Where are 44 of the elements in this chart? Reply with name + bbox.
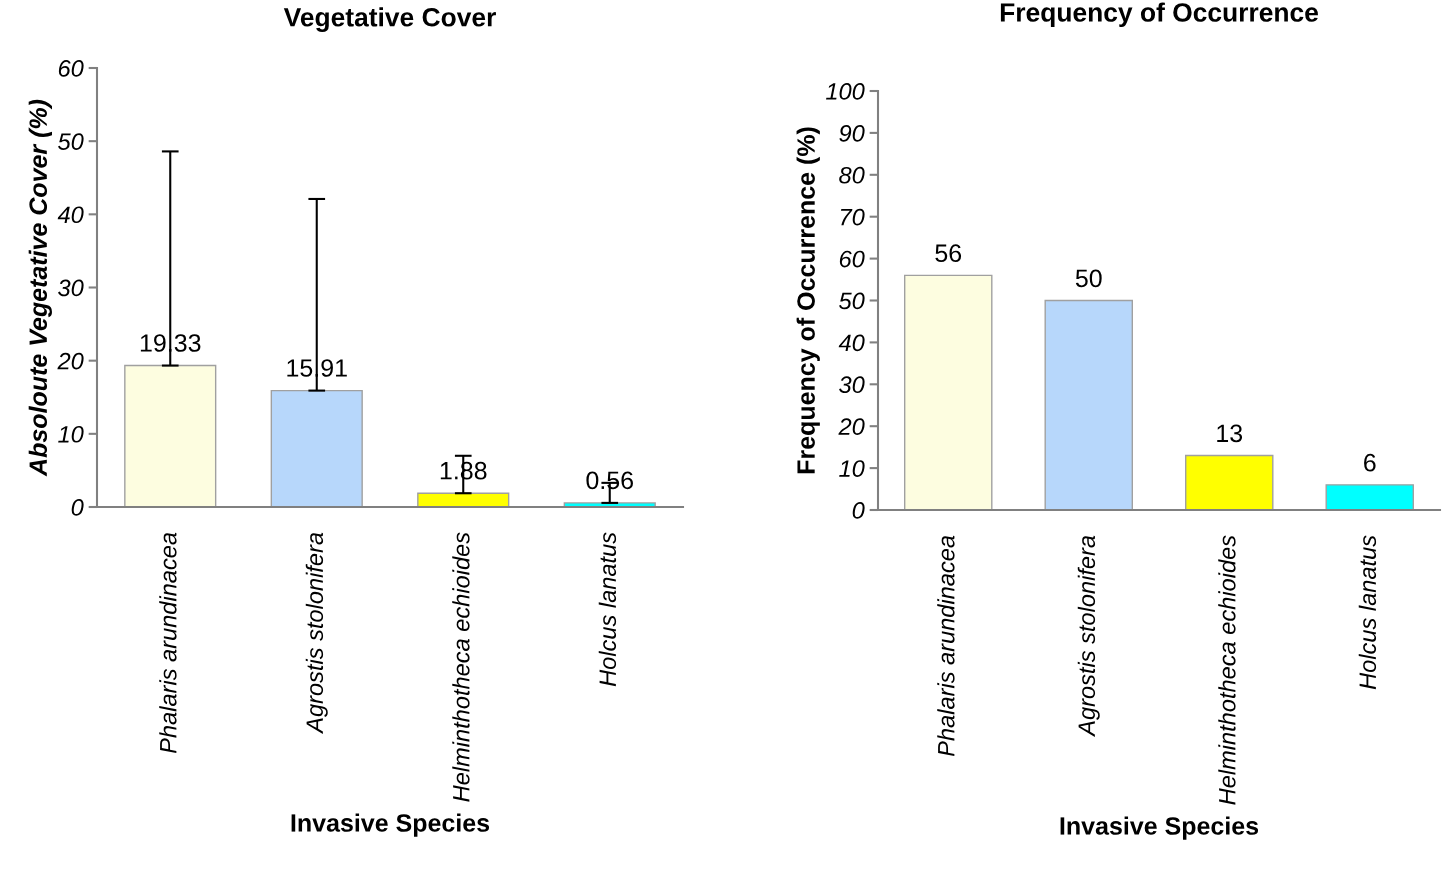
y-tick-label: 70 bbox=[840, 208, 865, 226]
data-label: 0.56 bbox=[586, 471, 633, 490]
x-axis-title: Invasive Species bbox=[1060, 816, 1259, 840]
data-label: 13 bbox=[1217, 424, 1243, 443]
data-label: 6 bbox=[1364, 453, 1376, 472]
y-tick-label: 0 bbox=[71, 499, 84, 516]
x-tick-label: Holcus lanatus bbox=[598, 532, 617, 687]
chart-title: Vegetative Cover bbox=[283, 7, 496, 32]
bar bbox=[124, 364, 217, 507]
y-axis-title: Absoloute Vegetative Cover (%) bbox=[28, 99, 52, 477]
x-tick-label: Helminthotheca echioides bbox=[452, 532, 470, 802]
x-tick-label: Phalaris arundinacea bbox=[937, 535, 955, 757]
y-tick-label: 40 bbox=[57, 206, 84, 224]
y-tick-label: 0 bbox=[852, 502, 865, 519]
y-tick-label: 50 bbox=[58, 133, 84, 150]
data-label: 56 bbox=[935, 244, 962, 263]
y-tick-label: 30 bbox=[839, 376, 865, 394]
y-tick-label: 80 bbox=[839, 166, 865, 184]
bar bbox=[904, 274, 993, 510]
bar bbox=[1185, 454, 1274, 510]
x-tick-label: Helminthotheca echioides bbox=[1218, 535, 1236, 805]
y-tick-label: 60 bbox=[839, 250, 865, 268]
bar bbox=[417, 492, 510, 507]
y-tick-label: 20 bbox=[57, 352, 84, 370]
y-tick-label: 30 bbox=[58, 279, 84, 297]
x-tick-label: Phalaris arundinacea bbox=[159, 532, 177, 754]
y-tick-label: 10 bbox=[839, 460, 865, 477]
bar bbox=[1325, 484, 1415, 510]
y-tick-label: 10 bbox=[58, 425, 84, 443]
x-tick-label: Holcus lanatus bbox=[1358, 535, 1377, 690]
chart-title: Frequency of Occurrence bbox=[1000, 2, 1318, 28]
y-tick-label: 90 bbox=[839, 124, 865, 142]
y-tick-label: 100 bbox=[826, 83, 865, 100]
y-tick-label: 50 bbox=[839, 292, 865, 310]
y-tick-label: 20 bbox=[838, 418, 865, 435]
x-axis-title: Invasive Species bbox=[291, 813, 490, 837]
bar bbox=[1044, 299, 1134, 510]
y-tick-label: 40 bbox=[838, 334, 865, 352]
bar bbox=[270, 389, 363, 507]
y-axis-title: Frequency of Occurrence (%) bbox=[796, 127, 820, 474]
y-tick-label: 60 bbox=[58, 60, 84, 77]
data-label: 50 bbox=[1075, 269, 1102, 288]
x-tick-label: Agrostis stolonifera bbox=[305, 532, 328, 734]
x-tick-label: Agrostis stolonifera bbox=[1077, 535, 1100, 737]
